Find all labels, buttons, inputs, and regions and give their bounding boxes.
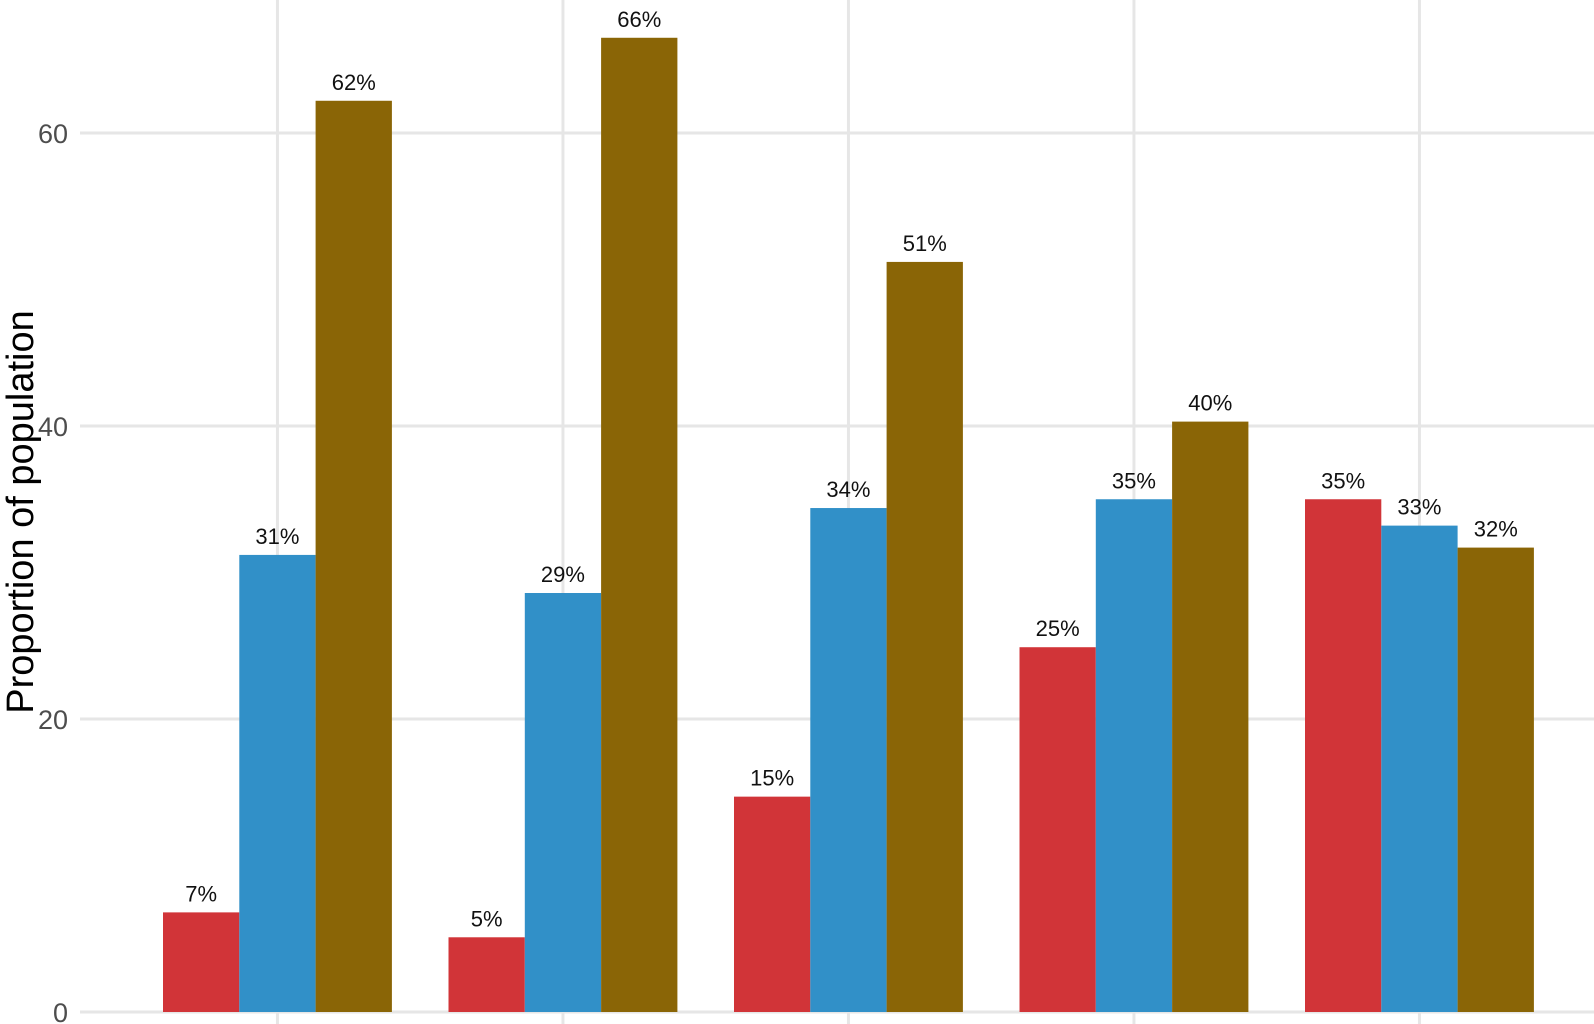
bar-value-label: 5% [471,906,503,931]
bar-value-label: 35% [1321,468,1365,493]
bar-value-label: 62% [332,70,376,95]
bar [1305,499,1382,1012]
y-tick-label: 40 [38,412,68,442]
y-tick-label: 0 [53,998,68,1024]
bar [734,796,811,1012]
bar-value-label: 66% [617,7,661,32]
bar-value-label: 51% [903,231,947,256]
bar-value-label: 35% [1112,468,1156,493]
bars [163,37,1534,1013]
y-axis-title: Proportion of population [0,310,42,714]
bar-value-label: 15% [750,766,794,791]
bar-value-label: 7% [185,881,217,906]
bar [810,508,887,1012]
bar-value-label: 31% [255,524,299,549]
y-tick-label: 60 [38,119,68,149]
bar-value-label: 25% [1036,616,1080,641]
bar-value-label: 32% [1474,517,1518,542]
bar [1381,525,1458,1012]
bar [601,37,678,1012]
y-axis-ticks: 0 20 40 60 [38,119,68,1024]
bar [1457,547,1534,1012]
data-labels: 7% 5% 15% 25% 35% 31% 29% 34% 35% 33% 62% 66% 51% 40%… [185,7,1518,932]
bar [448,937,525,1012]
bar [524,593,602,1012]
y-tick-label: 20 [38,705,68,735]
bar [886,261,963,1012]
bar [1095,499,1173,1012]
bar-value-label: 34% [826,477,870,502]
bar [1019,647,1096,1012]
bar-value-label: 33% [1397,495,1441,520]
bar-value-label: 40% [1188,391,1232,416]
bar [239,554,316,1012]
bar [163,912,240,1012]
bar [1172,421,1249,1013]
bar-value-label: 29% [541,562,585,587]
bar [315,100,392,1012]
